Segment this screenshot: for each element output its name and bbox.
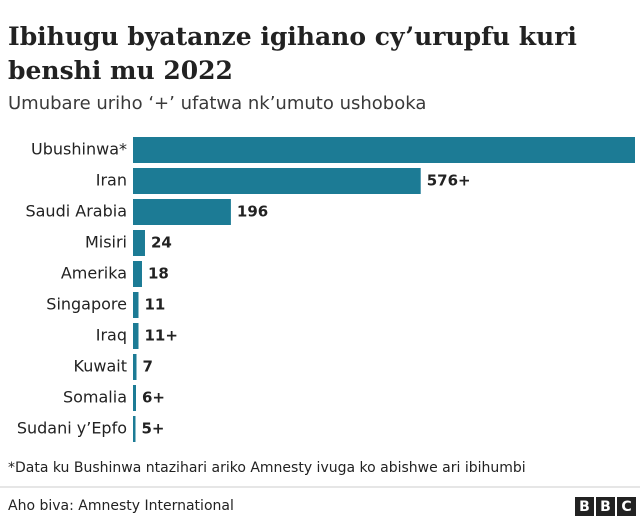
y-tick-label: Somalia: [63, 388, 127, 407]
chart-title-line-1: Ibihugu byatanze igihano cy’urupfu kuri b…: [8, 22, 577, 85]
bar: [133, 137, 635, 163]
bar: [133, 261, 142, 287]
data-label: 7: [142, 358, 152, 376]
y-tick-label: Saudi Arabia: [25, 202, 127, 221]
y-tick-label: Iran: [96, 171, 127, 190]
bar: [133, 292, 139, 318]
data-label: 576+: [427, 172, 471, 190]
logo-box: [575, 497, 594, 516]
data-label: 196: [237, 203, 268, 221]
bar: [133, 385, 136, 411]
logo-box: [617, 497, 636, 516]
bar: [133, 230, 145, 256]
data-label: 18: [148, 265, 169, 283]
bar: [133, 168, 421, 194]
chart-subtitle: Umubare uriho ‘+’ ufatwa nk’umuto ushobo…: [8, 93, 426, 114]
y-tick-label: Misiri: [85, 233, 127, 252]
logo-box: [596, 497, 615, 516]
y-tick-label: Iraq: [96, 326, 127, 345]
logo-letter: C: [621, 499, 631, 515]
y-tick-label: Kuwait: [74, 357, 127, 376]
y-tick-label: Ubushinwa*: [31, 140, 127, 159]
data-label: 6+: [142, 389, 165, 407]
y-tick-label: Amerika: [61, 264, 127, 283]
logo-letter: B: [600, 499, 611, 515]
bar: [133, 323, 139, 349]
y-tick-label: Sudani y’Epfo: [17, 419, 127, 438]
footnote: *Data ku Bushinwa ntazihari ariko Amnest…: [8, 460, 526, 476]
data-label: 11+: [144, 327, 177, 345]
data-label: 11: [144, 296, 165, 314]
y-tick-label: Singapore: [46, 295, 127, 314]
data-label: 24: [151, 234, 172, 252]
bar: [133, 199, 231, 225]
logo-letter: B: [579, 499, 590, 515]
bar: [133, 416, 136, 442]
bar: [133, 354, 137, 380]
source: Aho biva: Amnesty International: [8, 498, 234, 514]
title-part: benshi mu 2022: [8, 56, 233, 85]
data-label: 5+: [141, 420, 164, 438]
title-part: Ibihugu byatanze igihano cy’urupfu kuri: [8, 22, 577, 51]
